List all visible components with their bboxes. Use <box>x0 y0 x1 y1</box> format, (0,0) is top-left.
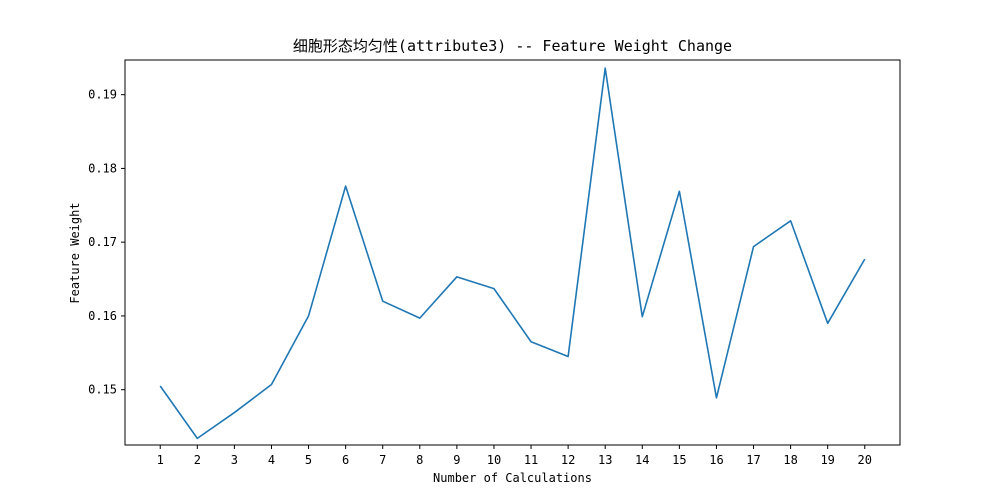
x-tick-label: 7 <box>379 453 386 467</box>
x-tick-label: 4 <box>268 453 275 467</box>
x-tick-label: 6 <box>342 453 349 467</box>
plot-area <box>124 59 901 446</box>
x-tick-label: 12 <box>561 453 575 467</box>
y-tick-label: 0.16 <box>88 309 117 323</box>
x-tick-label: 16 <box>709 453 723 467</box>
x-tick-label: 10 <box>487 453 501 467</box>
x-tick-label: 11 <box>524 453 538 467</box>
x-tick-label: 5 <box>305 453 312 467</box>
x-tick-label: 14 <box>635 453 649 467</box>
y-tick-label: 0.15 <box>88 383 117 397</box>
plot-frame <box>124 59 901 446</box>
x-tick-label: 8 <box>416 453 423 467</box>
series-line <box>159 67 866 440</box>
x-tick-label: 2 <box>194 453 201 467</box>
y-axis-label: Feature Weight <box>68 202 82 303</box>
x-tick-label: 9 <box>453 453 460 467</box>
x-tick-label: 15 <box>672 453 686 467</box>
x-tick-label: 20 <box>858 453 872 467</box>
y-tick-label: 0.18 <box>88 161 117 175</box>
x-tick-label: 19 <box>820 453 834 467</box>
y-tick-label: 0.19 <box>88 88 117 102</box>
x-axis: 1 2 3 4 5 6 7 8 9 10 11 12 13 14 15 16 17 18 19 20 <box>157 445 872 467</box>
y-axis: 0.15 0.16 0.17 0.18 0.19 <box>88 88 125 397</box>
x-tick-label: 3 <box>231 453 238 467</box>
x-axis-label: Number of Calculations <box>433 471 592 485</box>
chart-title: 细胞形态均匀性(attribute3) -- Feature Weight Ch… <box>293 37 732 55</box>
x-tick-label: 1 <box>157 453 164 467</box>
y-tick-label: 0.17 <box>88 235 117 249</box>
x-tick-label: 13 <box>598 453 612 467</box>
x-tick-label: 17 <box>746 453 760 467</box>
x-tick-label: 18 <box>783 453 797 467</box>
